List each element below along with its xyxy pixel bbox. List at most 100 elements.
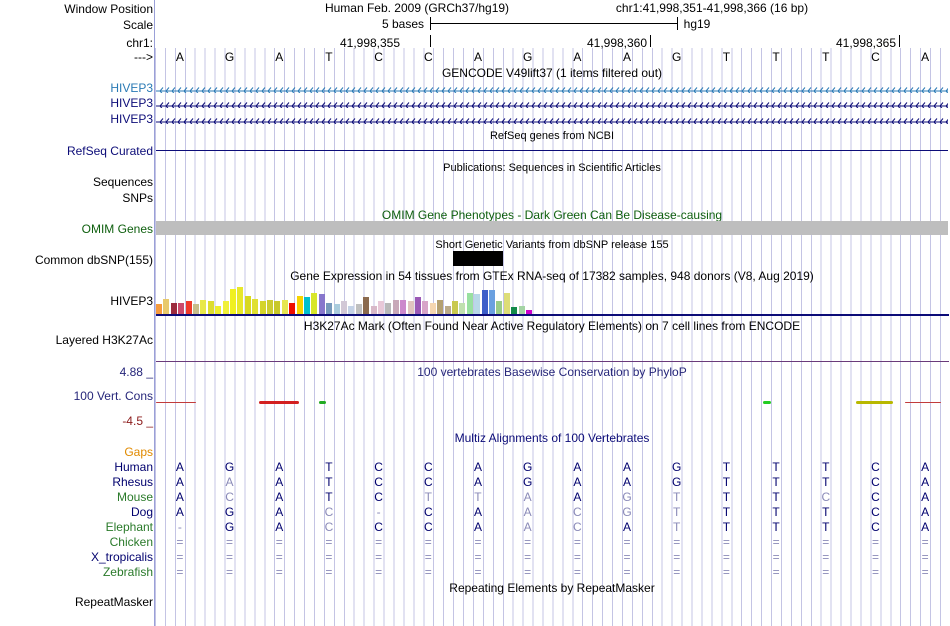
gencode-gene-label[interactable]: HIVEP3 [110, 81, 153, 95]
gtex-tissue-bar[interactable] [333, 304, 340, 314]
gtex-tissue-bar[interactable] [281, 300, 288, 314]
gtex-tissue-bar[interactable] [326, 303, 333, 314]
multiz-base: = [226, 565, 234, 579]
refseq-track-title[interactable]: RefSeq genes from NCBI [489, 130, 615, 142]
dbsnp-variant-block[interactable] [453, 251, 503, 266]
gtex-tissue-bar[interactable] [496, 301, 503, 314]
gtex-gene-label[interactable]: HIVEP3 [110, 294, 153, 308]
gtex-tissue-bar[interactable] [215, 306, 222, 314]
gtex-tissue-bar[interactable] [459, 303, 466, 314]
gtex-tissue-bar[interactable] [185, 301, 192, 314]
omim-label[interactable]: OMIM Genes [81, 222, 153, 236]
gtex-tissue-bar[interactable] [318, 294, 325, 314]
multiz-base: T [772, 475, 780, 489]
gtex-tissue-bar[interactable] [481, 290, 488, 314]
gaps-label[interactable]: Gaps [124, 445, 153, 459]
gtex-tissue-bar[interactable] [474, 294, 481, 314]
gtex-tissue-bar[interactable] [385, 303, 392, 314]
gtex-tissue-bar[interactable] [244, 296, 251, 314]
gtex-tissue-bar[interactable] [289, 303, 296, 314]
gtex-tissue-bar[interactable] [489, 290, 495, 314]
gtex-tissue-bar[interactable] [259, 301, 266, 314]
phylop-segment [259, 401, 299, 404]
gtex-tissue-bar[interactable] [511, 307, 518, 314]
gencode-track-title[interactable]: GENCODE V49lift37 (1 items filtered out) [441, 66, 663, 80]
gtex-tissue-bar[interactable] [348, 306, 355, 314]
multiz-base: G [224, 520, 235, 534]
multiz-species-label[interactable]: X_tropicalis [90, 550, 153, 564]
multiz-species-label[interactable]: Zebrafish [102, 565, 153, 579]
refseq-gene-line[interactable] [156, 150, 948, 151]
gtex-tissue-bar[interactable] [252, 299, 259, 314]
multiz-base: T [722, 520, 731, 534]
multiz-species-label[interactable]: Human [114, 460, 153, 474]
gtex-tissue-bar[interactable] [193, 304, 199, 314]
gtex-tissue-bar[interactable] [429, 303, 436, 314]
omim-track-title[interactable]: OMIM Gene Phenotypes - Dark Green Can Be… [381, 208, 723, 222]
gtex-tissue-bar[interactable] [267, 300, 273, 314]
phylop-conservation-graph[interactable] [156, 396, 949, 410]
gtex-tissue-bar[interactable] [363, 297, 370, 314]
refseq-label[interactable]: RefSeq Curated [66, 144, 153, 158]
multiz-base: = [474, 550, 482, 564]
gtex-tissue-bar[interactable] [503, 293, 510, 314]
gtex-tissue-bar[interactable] [407, 301, 414, 314]
gtex-tissue-bar[interactable] [237, 287, 244, 314]
gtex-tissue-bar[interactable] [222, 301, 229, 314]
multiz-species-label[interactable]: Chicken [109, 535, 153, 549]
gtex-tissue-bar[interactable] [311, 293, 318, 314]
phylop-label[interactable]: 100 Vert. Cons [73, 389, 153, 403]
gtex-expression-bars[interactable] [156, 284, 556, 314]
pubs-track-title[interactable]: Publications: Sequences in Scientific Ar… [443, 162, 661, 174]
gtex-tissue-bar[interactable] [466, 293, 473, 314]
gtex-tissue-bar[interactable] [296, 296, 303, 314]
gtex-track-title[interactable]: Gene Expression in 54 tissues from GTEx … [290, 269, 814, 283]
gtex-tissue-bar[interactable] [378, 301, 384, 314]
multiz-track-title[interactable]: Multiz Alignments of 100 Vertebrates [454, 431, 650, 445]
omim-feature-bar[interactable] [156, 221, 948, 235]
multiz-species-label[interactable]: Dog [130, 505, 153, 519]
gtex-tissue-bar[interactable] [400, 300, 407, 314]
gtex-tissue-bar[interactable] [444, 306, 451, 314]
multiz-species-label[interactable]: Rhesus [112, 475, 153, 489]
coord-tick-label: 41,998,360 [586, 36, 648, 50]
gtex-tissue-bar[interactable] [415, 297, 421, 314]
gtex-tissue-bar[interactable] [170, 303, 177, 314]
gencode-gene-feature[interactable] [156, 98, 948, 108]
gencode-gene-feature[interactable] [156, 114, 948, 124]
gtex-tissue-bar[interactable] [207, 301, 214, 314]
position-text[interactable]: chr1:41,998,351-41,998,366 (16 bp) [615, 1, 809, 15]
gtex-tissue-bar[interactable] [163, 299, 170, 314]
dbsnp-track-title[interactable]: Short Genetic Variants from dbSNP releas… [435, 239, 669, 251]
gtex-tissue-bar[interactable] [422, 301, 429, 314]
gtex-tissue-bar[interactable] [355, 304, 362, 314]
gencode-gene-label[interactable]: HIVEP3 [110, 112, 153, 126]
gtex-tissue-bar[interactable] [370, 306, 377, 314]
gtex-tissue-bar[interactable] [156, 304, 162, 314]
gtex-tissue-bar[interactable] [178, 303, 185, 314]
gtex-tissue-bar[interactable] [230, 289, 236, 314]
gtex-tissue-bar[interactable] [341, 301, 347, 314]
dbsnp-label[interactable]: Common dbSNP(155) [34, 253, 153, 267]
gtex-tissue-bar[interactable] [274, 301, 281, 314]
repeatmasker-track-title[interactable]: Repeating Elements by RepeatMasker [449, 581, 655, 595]
h3k27ac-label[interactable]: Layered H3K27Ac [55, 333, 153, 347]
gtex-tissue-bar[interactable] [392, 300, 399, 314]
assembly-text[interactable]: Human Feb. 2009 (GRCh37/hg19) [324, 1, 510, 15]
gtex-tissue-bar[interactable] [200, 300, 207, 314]
gtex-tissue-bar[interactable] [304, 297, 310, 314]
multiz-species-label[interactable]: Mouse [116, 490, 153, 504]
gtex-tissue-bar[interactable] [452, 301, 458, 314]
gtex-tissue-bar[interactable] [526, 310, 532, 314]
pubs-label-sequences[interactable]: Sequences [92, 175, 153, 189]
gencode-gene-label[interactable]: HIVEP3 [110, 96, 153, 110]
gencode-gene-feature[interactable] [156, 83, 948, 93]
phylop-track-title[interactable]: 100 vertebrates Basewise Conservation by… [417, 365, 687, 379]
h3k27ac-track-title[interactable]: H3K27Ac Mark (Often Found Near Active Re… [303, 319, 801, 333]
gtex-tissue-bar[interactable] [437, 300, 444, 314]
multiz-species-label[interactable]: Elephant [105, 520, 153, 534]
gtex-tissue-bar[interactable] [518, 306, 525, 314]
pubs-label-snps[interactable]: SNPs [122, 191, 153, 205]
repeatmasker-label[interactable]: RepeatMasker [74, 595, 153, 609]
multiz-base: = [226, 550, 234, 564]
